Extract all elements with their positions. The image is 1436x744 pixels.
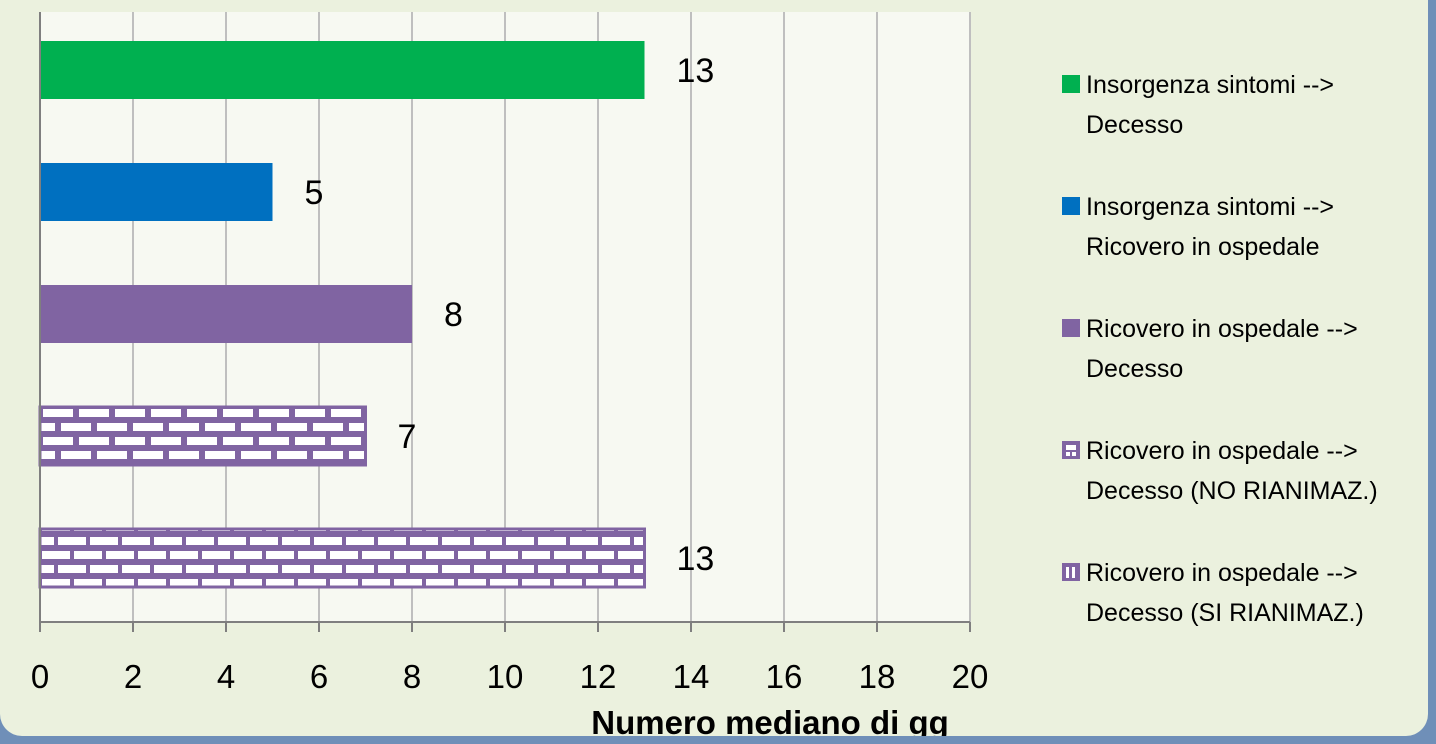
legend-label-4-line-1: Ricovero in ospedale --> <box>1086 437 1358 465</box>
legend: Insorgenza sintomi -->DecessoInsorgenza … <box>1062 71 1378 627</box>
data-label-1: 13 <box>677 52 715 90</box>
legend-item-3: Ricovero in ospedale --> Decesso <box>1062 315 1358 383</box>
x-tick-label-6: 6 <box>310 658 328 695</box>
data-labels: 13 5 8 7 13 <box>305 52 715 578</box>
x-tick-label-20: 20 <box>952 658 989 695</box>
legend-swatch-4 <box>1062 441 1080 459</box>
x-tick-label-14: 14 <box>673 658 710 695</box>
bars <box>38 41 646 589</box>
x-tick-label-0: 0 <box>31 658 49 695</box>
data-label-2: 5 <box>305 174 324 212</box>
legend-swatch-1 <box>1062 75 1080 93</box>
legend-item-1: Insorgenza sintomi --> Decesso <box>1062 71 1334 139</box>
legend-label-5-line-1: Ricovero in ospedale --> <box>1086 559 1358 587</box>
legend-swatch-3 <box>1062 319 1080 337</box>
legend-swatch-2 <box>1062 197 1080 215</box>
legend-label-2-line-2: Ricovero in ospedale <box>1086 233 1319 261</box>
bar-2 <box>40 163 273 221</box>
legend-item-4: Ricovero in ospedale --> Decesso (NO RIAN… <box>1062 437 1378 505</box>
x-tick-label-8: 8 <box>403 658 421 695</box>
x-tick-label-10: 10 <box>487 658 524 695</box>
bar-5 <box>38 527 646 589</box>
bar-3 <box>40 285 412 343</box>
x-tick-label-16: 16 <box>766 658 803 695</box>
legend-swatch-5 <box>1062 563 1080 581</box>
legend-label-5-line-2: Decesso (SI RIANIMAZ.) <box>1086 599 1364 627</box>
x-axis: 0 2 4 6 8 10 12 14 16 18 20 <box>31 12 989 695</box>
legend-label-1-line-2: Decesso <box>1086 111 1183 139</box>
bar-4 <box>38 405 367 467</box>
legend-item-2: Insorgenza sintomi --> Ricovero in ospeda… <box>1062 193 1334 261</box>
x-tick-label-18: 18 <box>859 658 896 695</box>
x-tick-label-4: 4 <box>217 658 235 695</box>
data-label-4: 7 <box>398 418 417 456</box>
legend-label-3-line-2: Decesso <box>1086 355 1183 383</box>
legend-label-1-line-1: Insorgenza sintomi --> <box>1086 71 1334 99</box>
data-label-3: 8 <box>444 296 463 334</box>
x-axis-title: Numero mediano di gg <box>591 704 949 736</box>
legend-item-5: Ricovero in ospedale --> Decesso (SI RIAN… <box>1062 559 1364 627</box>
x-tick-label-12: 12 <box>580 658 617 695</box>
legend-label-4-line-2: Decesso (NO RIANIMAZ.) <box>1086 477 1378 505</box>
x-tick-label-2: 2 <box>124 658 142 695</box>
bar-1 <box>40 41 645 99</box>
data-label-5: 13 <box>677 540 715 578</box>
legend-label-3-line-1: Ricovero in ospedale --> <box>1086 315 1358 343</box>
legend-label-2-line-1: Insorgenza sintomi --> <box>1086 193 1334 221</box>
